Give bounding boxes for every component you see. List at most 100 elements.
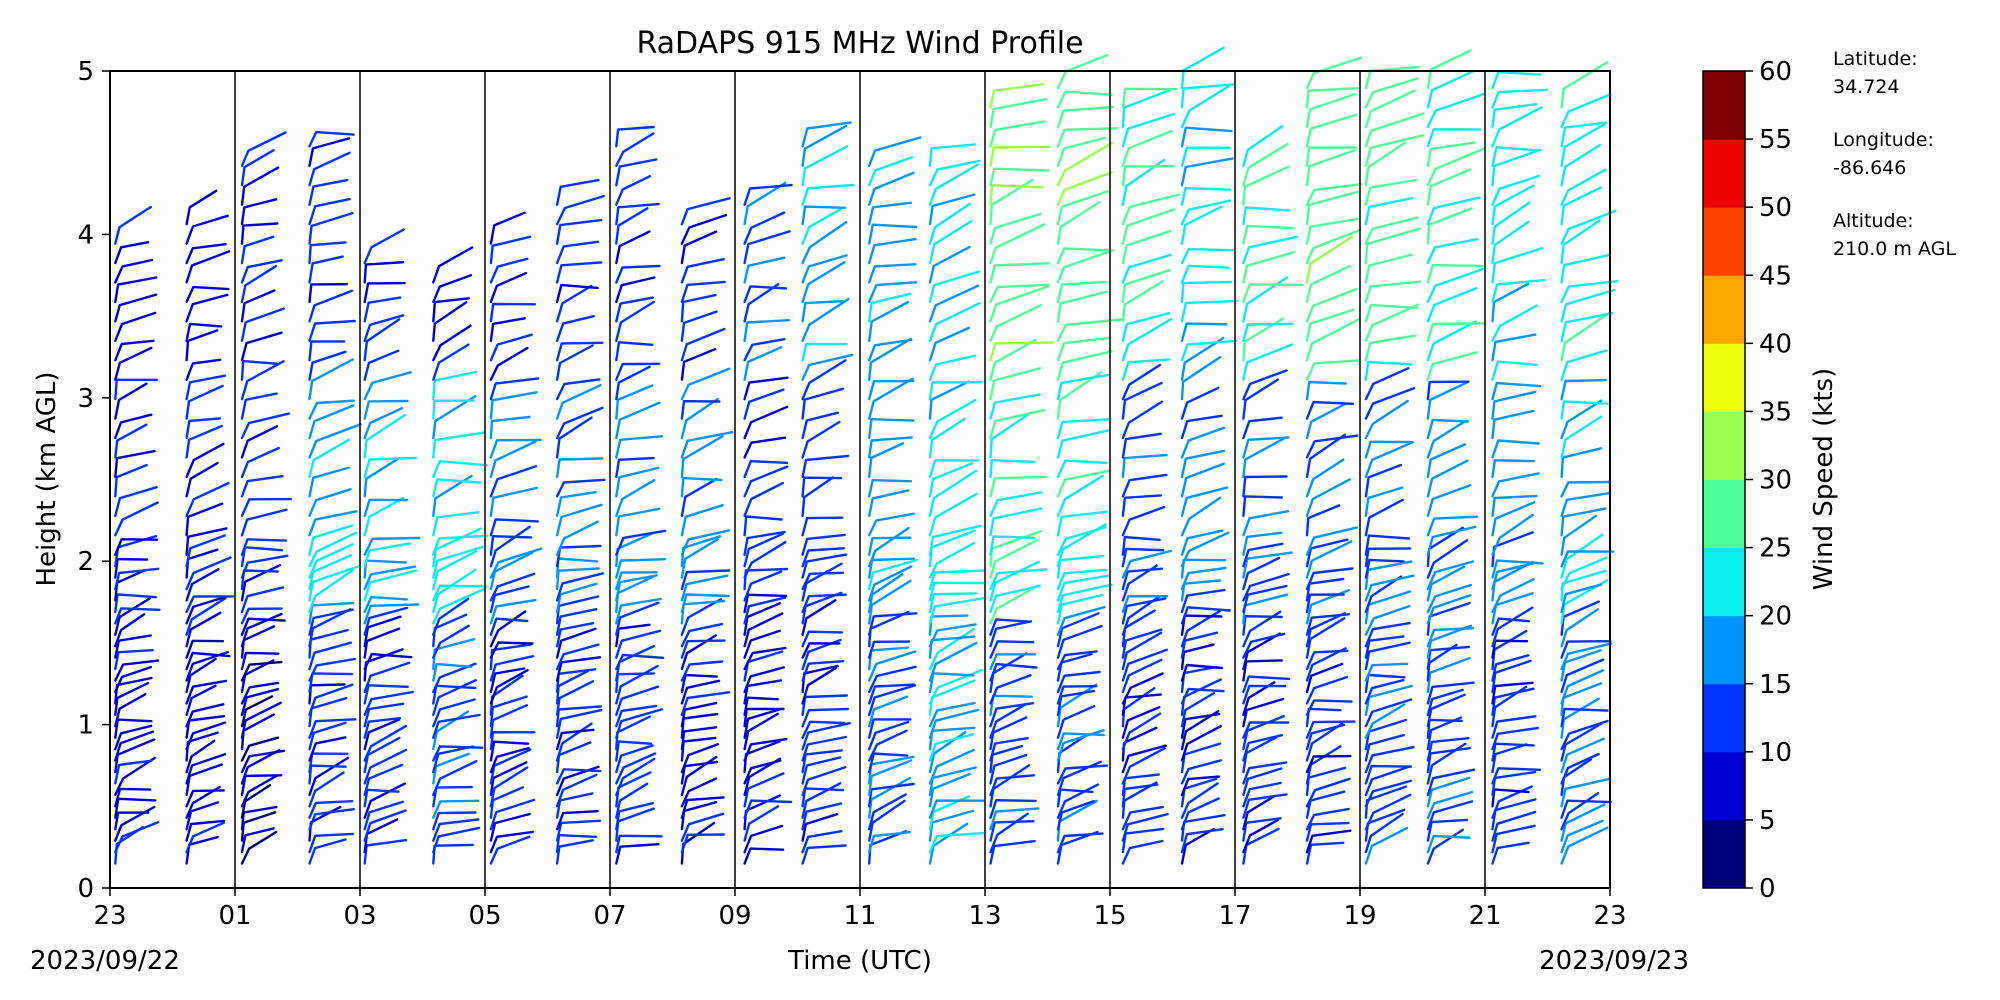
wind-barb	[615, 597, 662, 625]
wind-barb	[185, 785, 221, 819]
wind-barb	[1121, 567, 1164, 591]
wind-barb	[1180, 205, 1223, 245]
wind-barb	[555, 773, 598, 808]
wind-barb	[1491, 103, 1538, 129]
wind-barb	[1305, 577, 1345, 602]
wind-barb	[1364, 678, 1405, 705]
wind-barb	[743, 515, 783, 537]
wind-barb	[1364, 812, 1404, 854]
colorbar-tick-label: 10	[1759, 738, 1792, 768]
wind-barb	[1426, 419, 1467, 459]
wind-barb	[801, 206, 845, 245]
wind-barb	[868, 695, 909, 728]
wind-barb	[363, 496, 405, 537]
wind-barb	[680, 230, 718, 265]
wind-barb	[801, 516, 844, 537]
wind-barb	[363, 763, 404, 797]
wind-barb	[801, 599, 837, 636]
wind-barb	[240, 701, 282, 739]
wind-barb	[1305, 56, 1362, 90]
wind-barb	[1491, 501, 1536, 537]
wind-barb	[308, 466, 350, 498]
wind-barb	[1491, 459, 1535, 479]
wind-barb	[928, 701, 976, 728]
wind-barb	[1180, 46, 1225, 90]
wind-barb	[1364, 703, 1406, 739]
wind-barb	[1426, 141, 1476, 167]
wind-barb	[555, 608, 598, 636]
wind-barb	[1560, 803, 1606, 842]
wind-barb	[680, 639, 726, 659]
wind-barb	[489, 655, 535, 682]
wind-barb	[1056, 732, 1105, 751]
wind-barb	[1426, 443, 1467, 479]
wind-barb	[240, 265, 277, 304]
wind-barb	[308, 350, 347, 381]
wind-barb	[1560, 777, 1612, 808]
wind-barb	[1242, 684, 1287, 705]
wind-barb	[743, 629, 781, 659]
wind-barb	[1560, 608, 1600, 648]
wind-barb	[1180, 449, 1225, 479]
wind-barb	[1121, 706, 1161, 739]
wind-barb	[1056, 783, 1100, 819]
wind-barb	[928, 708, 979, 739]
wind-barb	[1364, 547, 1412, 568]
wind-barb	[1560, 533, 1604, 579]
wind-barb	[1560, 492, 1611, 517]
wind-barb	[1364, 662, 1409, 682]
wind-barb	[308, 565, 360, 602]
wind-barb	[1305, 434, 1359, 459]
wind-barb	[1426, 380, 1470, 401]
wind-barb	[868, 478, 913, 498]
wind-barb	[1426, 768, 1476, 797]
wind-barb	[1364, 534, 1411, 556]
wind-barb	[1560, 707, 1609, 728]
wind-barb	[989, 618, 1032, 636]
wind-barb	[989, 411, 1032, 459]
wind-barb	[1121, 165, 1175, 187]
wind-barb	[1305, 317, 1362, 362]
wind-barb	[114, 724, 153, 751]
wind-barb	[1364, 641, 1411, 671]
wind-barb	[743, 256, 786, 284]
x-tick-label: 13	[968, 901, 1001, 931]
wind-barb	[1491, 561, 1538, 591]
wind-barb	[680, 367, 731, 401]
wind-barb	[489, 465, 538, 498]
wind-barb	[489, 440, 537, 479]
wind-barb	[1426, 656, 1471, 694]
wind-barb	[989, 539, 1038, 579]
wind-barb	[1056, 418, 1112, 440]
wind-barb	[928, 354, 977, 381]
wind-barb	[1560, 312, 1610, 362]
wind-barb	[1056, 105, 1115, 129]
wind-barb	[615, 202, 660, 226]
wind-barb	[743, 376, 789, 401]
wind-barb	[1491, 531, 1534, 568]
x-tick-label: 23	[1593, 901, 1626, 931]
wind-barb	[185, 739, 216, 774]
wind-barb	[1056, 429, 1110, 459]
wind-barb	[432, 826, 481, 854]
wind-barb	[489, 746, 530, 774]
wind-barb	[114, 811, 150, 831]
wind-barb	[114, 463, 148, 498]
wind-barb	[989, 223, 1046, 265]
wind-barbs	[114, 46, 1619, 865]
wind-barb	[1305, 92, 1357, 129]
wind-barb	[615, 175, 652, 206]
wind-barb	[1491, 743, 1528, 774]
wind-barb	[989, 640, 1035, 659]
wind-barb	[743, 283, 780, 323]
wind-barb	[1121, 494, 1163, 517]
wind-barb	[1056, 459, 1108, 479]
wind-barb	[185, 293, 229, 323]
wind-barb	[868, 793, 907, 831]
wind-barb	[868, 759, 913, 797]
wind-barb	[1121, 269, 1171, 304]
wind-barb	[1364, 558, 1405, 579]
wind-barb	[363, 603, 420, 625]
wind-barb	[1305, 829, 1352, 854]
wind-barb	[928, 159, 981, 187]
